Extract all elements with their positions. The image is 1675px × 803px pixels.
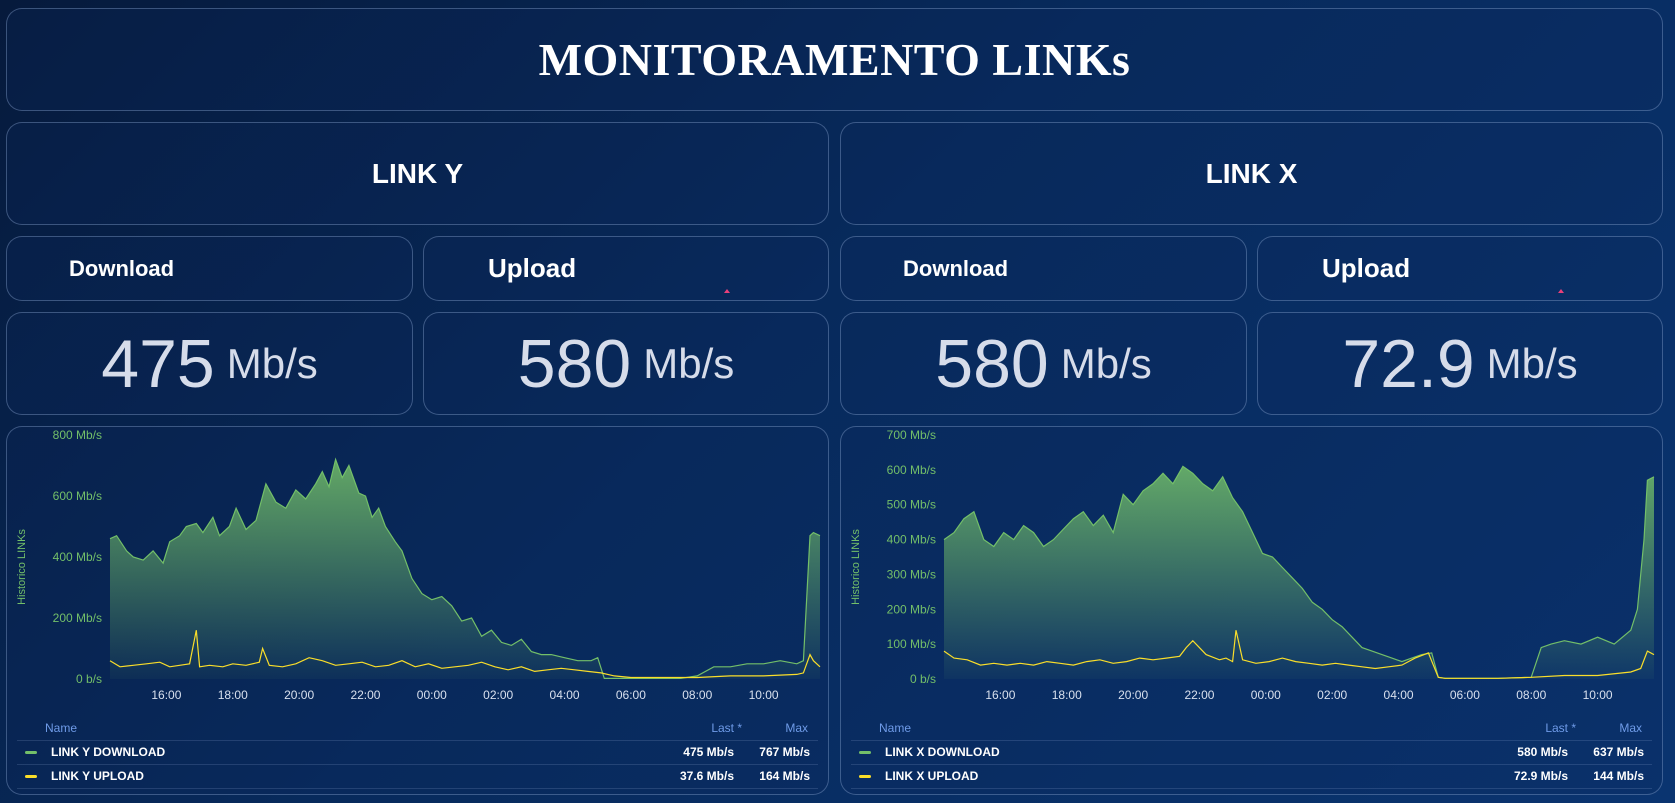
legend-series-name[interactable]: LINK X DOWNLOAD (885, 745, 1000, 759)
legend-last-value: 580 Mb/s (1517, 745, 1568, 759)
y-tick-label: 100 Mb/s (887, 637, 936, 651)
x-tick-label: 06:00 (616, 688, 646, 702)
y-axis-label: Historico LINKs (16, 529, 28, 605)
y-tick-label: 0 b/s (910, 672, 936, 686)
x-tick-label: 10:00 (1583, 688, 1613, 702)
legend-series-name[interactable]: LINK Y DOWNLOAD (51, 745, 166, 759)
link-y-download-stat: 475 Mb/s (6, 312, 413, 415)
legend-swatch-yellow (859, 775, 871, 778)
legend-row-link-y-download[interactable]: LINK Y DOWNLOAD 475 Mb/s 767 Mb/s (17, 740, 818, 764)
x-tick-label: 00:00 (1251, 688, 1281, 702)
link-x-history-chart[interactable]: 0 b/s 100 Mb/s 200 Mb/s 300 Mb/s 400 Mb/s 500… (840, 426, 1663, 795)
link-y-download-label: Download (69, 255, 175, 281)
link-y-header-panel: LINK Y (6, 122, 829, 225)
y-tick-label: 0 b/s (76, 672, 102, 686)
link-y-upload-label: Upload (488, 253, 577, 283)
legend-max-header[interactable]: Max (785, 721, 808, 735)
legend-max-header[interactable]: Max (1619, 721, 1642, 735)
title-panel: MONITORAMENTO LINKs (6, 8, 1663, 111)
y-tick-label: 200 Mb/s (887, 602, 936, 616)
link-x-download-unit: Mb/s (1060, 339, 1152, 387)
y-tick-label: 600 Mb/s (53, 489, 102, 503)
legend-row-link-x-upload[interactable]: LINK X UPLOAD 72.9 Mb/s 144 Mb/s (851, 764, 1652, 789)
legend-row-link-y-upload[interactable]: LINK Y UPLOAD 37.6 Mb/s 164 Mb/s (17, 764, 818, 789)
x-tick-label: 22:00 (350, 688, 380, 702)
x-tick-label: 16:00 (985, 688, 1015, 702)
legend-series-name[interactable]: LINK X UPLOAD (885, 769, 979, 783)
x-tick-label: 08:00 (1516, 688, 1546, 702)
link-x-chart-svg[interactable]: 0 b/s 100 Mb/s 200 Mb/s 300 Mb/s 400 Mb/s 500… (841, 427, 1664, 727)
legend-last-value: 475 Mb/s (683, 745, 734, 759)
alert-marker-icon (1558, 289, 1564, 293)
legend-max-value: 767 Mb/s (759, 745, 810, 759)
x-tick-label: 06:00 (1450, 688, 1480, 702)
y-tick-label: 800 Mb/s (53, 428, 102, 442)
x-tick-label: 08:00 (682, 688, 712, 702)
download-area-fill (944, 466, 1654, 679)
alert-marker-icon (724, 289, 730, 293)
legend-swatch-yellow (25, 775, 37, 778)
link-y-chart-svg[interactable]: 0 b/s 200 Mb/s 400 Mb/s 600 Mb/s 800 Mb/s His… (7, 427, 830, 727)
x-tick-label: 22:00 (1184, 688, 1214, 702)
y-tick-label: 600 Mb/s (887, 463, 936, 477)
legend-max-value: 144 Mb/s (1593, 769, 1644, 783)
link-y-upload-label-panel: Upload (423, 236, 829, 301)
y-tick-label: 700 Mb/s (887, 428, 936, 442)
x-tick-label: 04:00 (1384, 688, 1414, 702)
link-x-download-label: Download (903, 255, 1009, 281)
dashboard-title: MONITORAMENTO LINKs (538, 34, 1131, 85)
legend-max-value: 637 Mb/s (1593, 745, 1644, 759)
legend-name-header[interactable]: Name (879, 721, 912, 735)
x-tick-label: 18:00 (218, 688, 248, 702)
x-tick-label: 10:00 (749, 688, 779, 702)
y-tick-label: 300 Mb/s (887, 567, 936, 581)
x-tick-label: 20:00 (284, 688, 314, 702)
legend-last-value: 72.9 Mb/s (1513, 769, 1568, 783)
legend-row-link-x-download[interactable]: LINK X DOWNLOAD 580 Mb/s 637 Mb/s (851, 740, 1652, 764)
link-y-history-chart[interactable]: 0 b/s 200 Mb/s 400 Mb/s 600 Mb/s 800 Mb/s His… (6, 426, 829, 795)
link-x-upload-label: Upload (1322, 253, 1411, 283)
legend-last-header[interactable]: Last * (711, 721, 742, 735)
y-tick-label: 200 Mb/s (53, 611, 102, 625)
legend-swatch-green (859, 751, 871, 754)
link-x-download-stat: 580 Mb/s (840, 312, 1247, 415)
link-y-download-label-panel: Download (6, 236, 413, 301)
link-y-upload-unit: Mb/s (643, 339, 735, 387)
download-series-line[interactable] (943, 465, 1655, 679)
link-y-upload-stat: 580 Mb/s (423, 312, 829, 415)
x-tick-label: 02:00 (483, 688, 513, 702)
download-series-line[interactable] (109, 457, 821, 679)
legend-swatch-green (25, 751, 37, 754)
link-x-upload-value: 72.9 (1342, 325, 1475, 402)
x-tick-label: 00:00 (417, 688, 447, 702)
link-x-title: LINK X (1205, 157, 1298, 189)
link-x-header-panel: LINK X (840, 122, 1663, 225)
link-y-download-unit: Mb/s (226, 339, 318, 387)
x-tick-label: 20:00 (1118, 688, 1148, 702)
y-tick-label: 400 Mb/s (53, 550, 102, 564)
legend-max-value: 164 Mb/s (759, 769, 810, 783)
x-tick-label: 16:00 (151, 688, 181, 702)
link-x-download-value: 580 (935, 325, 1049, 402)
legend-last-value: 37.6 Mb/s (679, 769, 734, 783)
x-tick-label: 02:00 (1317, 688, 1347, 702)
link-x-upload-stat: 72.9 Mb/s (1257, 312, 1663, 415)
link-x-upload-unit: Mb/s (1486, 339, 1578, 387)
y-tick-label: 500 Mb/s (887, 498, 936, 512)
legend-series-name[interactable]: LINK Y UPLOAD (51, 769, 144, 783)
legend-name-header[interactable]: Name (45, 721, 78, 735)
link-y-upload-value: 580 (517, 325, 632, 402)
link-x-download-label-panel: Download (840, 236, 1247, 301)
link-x-upload-label-panel: Upload (1257, 236, 1663, 301)
link-y-download-value: 475 (101, 325, 215, 402)
legend-last-header[interactable]: Last * (1545, 721, 1576, 735)
download-area-fill (110, 459, 820, 679)
y-tick-label: 400 Mb/s (887, 533, 936, 547)
x-tick-label: 18:00 (1052, 688, 1082, 702)
upload-series-line[interactable] (943, 630, 1655, 679)
y-axis-label: Historico LINKs (850, 529, 862, 605)
x-tick-label: 04:00 (550, 688, 580, 702)
upload-series-line[interactable] (109, 630, 821, 679)
link-y-title: LINK Y (371, 157, 464, 189)
